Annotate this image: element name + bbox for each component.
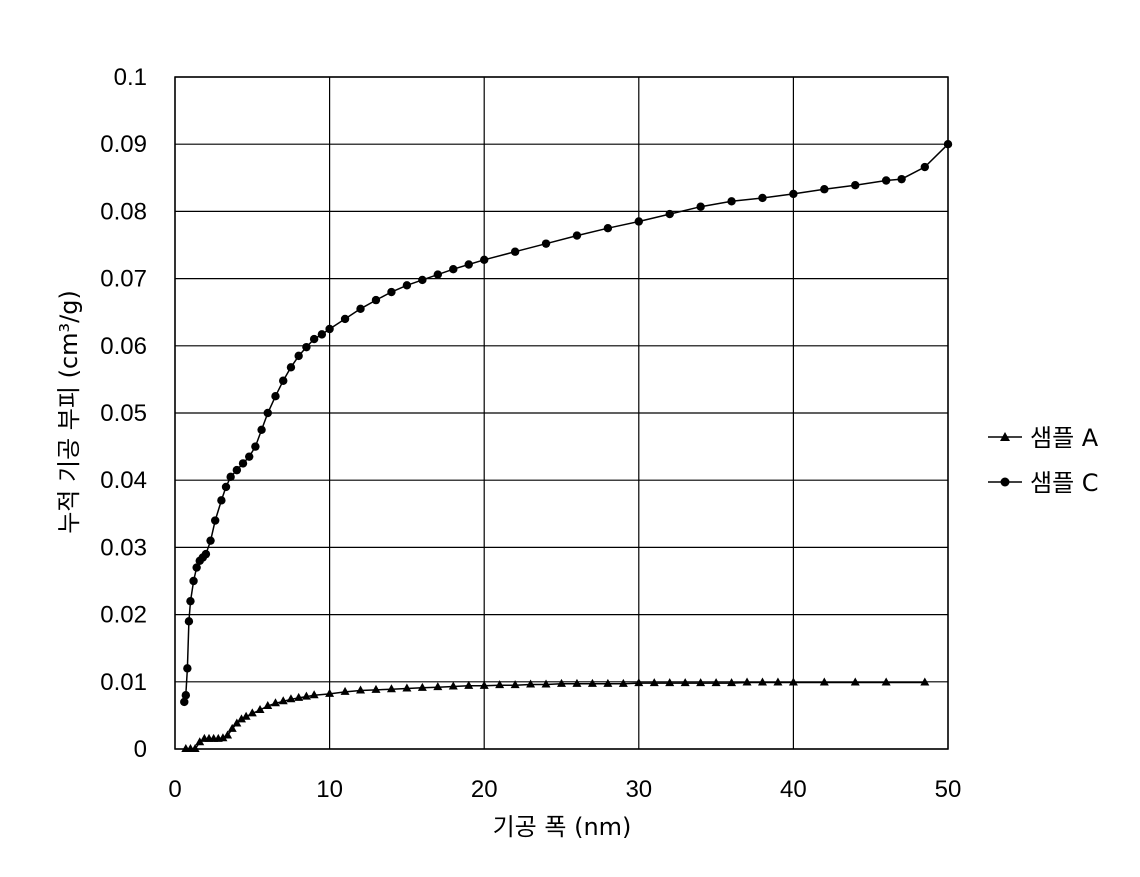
data-point: [185, 617, 193, 625]
data-point: [211, 516, 219, 524]
data-point: [387, 288, 395, 296]
data-point: [325, 325, 333, 333]
data-point: [302, 343, 310, 351]
y-tick-label: 0.01: [100, 669, 147, 696]
data-point: [189, 577, 197, 585]
data-point: [820, 185, 828, 193]
data-point: [666, 210, 674, 218]
data-point: [557, 679, 566, 687]
data-point: [604, 224, 612, 232]
data-point: [217, 496, 225, 504]
y-tick-label: 0.06: [100, 333, 147, 360]
data-point: [341, 315, 349, 323]
y-tick-label: 0.09: [100, 131, 147, 158]
data-point: [696, 202, 704, 210]
y-tick-label: 0.03: [100, 534, 147, 561]
data-point: [387, 684, 396, 692]
data-point: [356, 686, 365, 694]
data-point: [279, 377, 287, 385]
data-point: [542, 239, 550, 247]
data-point: [356, 305, 364, 313]
data-point: [573, 231, 581, 239]
data-point: [758, 194, 766, 202]
series-sample-a: [181, 677, 929, 752]
data-point: [727, 197, 735, 205]
data-point: [433, 682, 442, 690]
y-tick-label: 0.04: [100, 467, 147, 494]
x-axis-title: 기공 폭 (nm): [493, 813, 632, 841]
series-line: [184, 144, 948, 702]
data-point: [434, 270, 442, 278]
data-point: [480, 256, 488, 264]
data-point: [511, 248, 519, 256]
y-tick-label: 0.05: [100, 400, 147, 427]
data-point: [526, 679, 535, 687]
data-point: [403, 281, 411, 289]
data-point: [202, 550, 210, 558]
data-point: [789, 190, 797, 198]
data-point: [418, 683, 427, 691]
x-tick-label: 30: [625, 776, 652, 803]
data-point: [572, 679, 581, 687]
y-tick-label: 0.1: [114, 64, 147, 91]
data-point: [851, 181, 859, 189]
data-point: [588, 679, 597, 687]
x-tick-label: 20: [471, 776, 498, 803]
data-point: [449, 265, 457, 273]
series-layer: [180, 140, 952, 752]
data-point: [206, 536, 214, 544]
tick-labels: 0 0.01 0.02 0.03 0.04 0.05 0.06 0.07 0.08 0.09 0.1…: [100, 64, 961, 803]
legend: 샘플 A 샘플 C: [988, 424, 1099, 497]
data-point: [635, 217, 643, 225]
data-point: [465, 260, 473, 268]
x-tick-label: 0: [168, 776, 181, 803]
data-point: [257, 426, 265, 434]
y-tick-label: 0.08: [100, 198, 147, 225]
data-point: [233, 466, 241, 474]
data-point: [239, 459, 247, 467]
data-point: [245, 452, 253, 460]
legend-marker-sample-c: [1001, 478, 1010, 487]
data-point: [882, 176, 890, 184]
data-point: [921, 163, 929, 171]
y-tick-label: 0.07: [100, 266, 147, 293]
data-point: [186, 597, 194, 605]
data-point: [271, 392, 279, 400]
data-point: [619, 679, 628, 687]
data-point: [418, 276, 426, 284]
data-point: [944, 140, 952, 148]
series-sample-c: [180, 140, 952, 706]
data-point: [897, 175, 905, 183]
data-point: [294, 352, 302, 360]
legend-label-sample-c: 샘플 C: [1030, 469, 1099, 497]
data-point: [310, 335, 318, 343]
data-point: [287, 363, 295, 371]
y-tick-label: 0.02: [100, 602, 147, 629]
data-point: [226, 473, 234, 481]
data-point: [183, 664, 191, 672]
y-axis-title: 누적 기공 부피 (cm³/g): [55, 290, 83, 534]
legend-item-sample-c: 샘플 C: [988, 469, 1099, 497]
data-point: [251, 442, 259, 450]
grid-lines: [175, 77, 948, 749]
data-point: [402, 684, 411, 692]
data-point: [372, 296, 380, 304]
data-point: [542, 679, 551, 687]
data-point: [371, 685, 380, 693]
y-tick-label: 0: [134, 736, 147, 763]
data-point: [603, 679, 612, 687]
data-point: [222, 483, 230, 491]
x-tick-label: 40: [780, 776, 807, 803]
series-line: [186, 683, 925, 750]
x-tick-label: 50: [935, 776, 962, 803]
data-point: [182, 691, 190, 699]
data-point: [318, 330, 326, 338]
x-tick-label: 10: [316, 776, 343, 803]
legend-label-sample-a: 샘플 A: [1030, 424, 1099, 452]
legend-item-sample-a: 샘플 A: [988, 424, 1099, 452]
data-point: [264, 409, 272, 417]
data-point: [449, 682, 458, 690]
